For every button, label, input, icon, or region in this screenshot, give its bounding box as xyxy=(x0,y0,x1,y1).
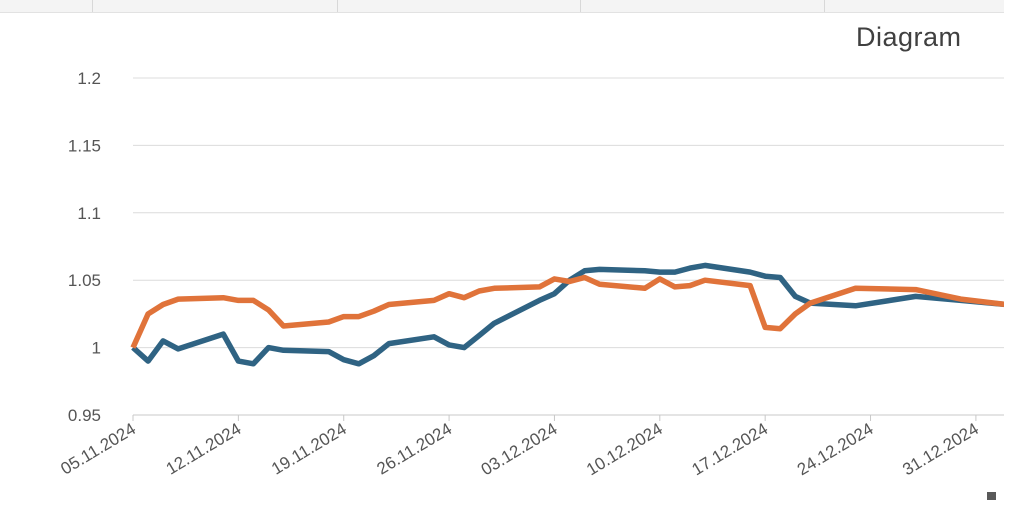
strip-divider xyxy=(824,0,825,12)
x-tick-label: 10.12.2024 xyxy=(583,419,666,479)
top-strip xyxy=(0,0,1024,13)
strip-divider xyxy=(92,0,93,12)
x-axis: 05.11.2024 12.11.2024 19.11.2024 26.11.2024… xyxy=(57,419,982,479)
corner-mark xyxy=(987,492,996,500)
series-line-2 xyxy=(130,274,1007,349)
y-tick-label: 1.2 xyxy=(77,69,101,88)
x-tick-label: 05.11.2024 xyxy=(57,419,139,478)
x-tick-label: 26.11.2024 xyxy=(374,419,456,478)
y-tick-label: 1.05 xyxy=(68,271,101,290)
gridlines xyxy=(132,77,1006,421)
x-tick-label: 17.12.2024 xyxy=(689,419,772,479)
y-tick-label: 1.15 xyxy=(68,136,101,155)
right-edge-mask xyxy=(1004,0,1024,505)
chart-title: Diagram xyxy=(856,22,962,52)
series-lines xyxy=(130,262,1007,367)
strip-divider xyxy=(580,0,581,12)
series-line-1 xyxy=(131,262,1007,367)
y-tick-label: 1.1 xyxy=(77,204,101,223)
y-tick-label: 0.95 xyxy=(68,406,101,425)
x-tick-label: 12.11.2024 xyxy=(163,419,245,478)
x-tick-label: 31.12.2024 xyxy=(899,419,982,479)
y-axis: 0.95 1 1.05 1.1 1.15 1.2 xyxy=(68,69,101,425)
x-tick-label: 19.11.2024 xyxy=(268,419,350,478)
x-tick-label: 24.12.2024 xyxy=(794,419,877,479)
x-tick-label: 03.12.2024 xyxy=(478,419,561,479)
y-tick-label: 1 xyxy=(92,339,101,358)
strip-divider xyxy=(337,0,338,12)
